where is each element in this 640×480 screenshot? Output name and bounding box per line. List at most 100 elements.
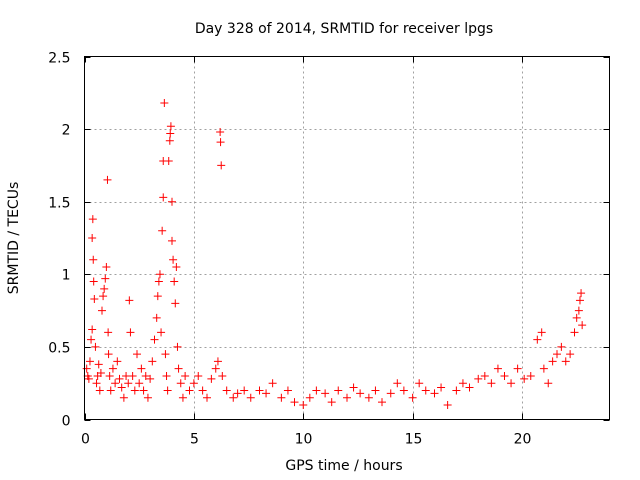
data-point <box>169 255 178 264</box>
data-point <box>170 277 179 286</box>
data-point <box>171 299 180 308</box>
data-point <box>312 386 321 395</box>
data-point <box>218 371 227 380</box>
data-point <box>111 379 120 388</box>
y-tick-label: 1 <box>62 268 71 284</box>
data-point <box>148 357 157 366</box>
data-point <box>168 236 176 245</box>
data-point <box>159 193 168 202</box>
data-point <box>157 328 166 337</box>
data-point <box>88 234 97 242</box>
data-point <box>537 328 546 337</box>
data-point <box>153 292 162 301</box>
data-point <box>105 371 114 380</box>
data-point <box>172 263 181 272</box>
x-tick-labels: 0 5 10 15 20 <box>81 432 531 448</box>
data-point <box>548 357 557 366</box>
data-point <box>130 386 139 395</box>
data-point <box>229 393 238 402</box>
data-point <box>146 374 155 383</box>
data-point <box>566 350 575 359</box>
data-point <box>89 277 98 286</box>
x-tick-label: 15 <box>405 432 423 448</box>
data-point <box>577 289 586 298</box>
data-point <box>533 335 542 344</box>
data-point <box>356 389 365 398</box>
data-point <box>574 306 583 315</box>
data-point <box>211 364 220 373</box>
data-point <box>458 379 467 388</box>
data-point <box>166 129 175 138</box>
data-point <box>520 374 529 383</box>
data-point <box>283 386 292 395</box>
data-point <box>181 371 190 380</box>
data-point <box>108 364 117 373</box>
x-tick-label: 0 <box>81 432 90 448</box>
y-tick-label: 2.5 <box>48 51 70 67</box>
data-point <box>104 328 113 337</box>
data-point <box>255 386 264 395</box>
data-point <box>572 313 581 322</box>
data-point <box>119 393 128 402</box>
data-point <box>137 364 146 373</box>
data-point <box>526 371 535 380</box>
data-point <box>185 386 194 395</box>
data-point <box>277 393 286 402</box>
data-point <box>557 342 566 351</box>
data-point <box>262 389 271 398</box>
data-point <box>133 350 141 359</box>
y-tick-labels: 0 0.5 1 1.5 2 2.5 <box>48 51 70 430</box>
data-point <box>113 357 122 366</box>
grid <box>84 56 610 420</box>
data-point <box>487 379 496 388</box>
data-point <box>96 369 105 378</box>
y-tick-label: 0.5 <box>48 341 70 357</box>
data-point <box>150 335 159 344</box>
y-axis-label: SRMTID / TECUs <box>6 182 22 295</box>
data-point <box>178 393 187 402</box>
data-point <box>152 313 161 322</box>
data-point <box>198 386 207 395</box>
data-point <box>217 161 226 170</box>
data-point <box>94 360 103 369</box>
data-point <box>222 386 231 395</box>
x-tick-label: 10 <box>295 432 313 448</box>
x-tick-label: 20 <box>514 432 532 448</box>
data-point <box>500 371 509 380</box>
data-point <box>103 175 112 184</box>
data-point <box>90 294 99 303</box>
data-point <box>327 398 336 407</box>
data-point <box>91 342 100 351</box>
data-point <box>378 398 386 407</box>
plot-frame <box>84 56 610 420</box>
data-point <box>240 386 249 395</box>
data-point <box>124 379 133 388</box>
data-point <box>408 393 417 402</box>
data-point <box>155 270 164 279</box>
data-point <box>141 371 150 380</box>
y-tick-label: 1.5 <box>48 196 70 212</box>
data-point <box>194 371 203 380</box>
data-point <box>575 296 584 305</box>
data-point <box>106 386 115 395</box>
data-point <box>174 364 183 373</box>
data-point <box>126 328 135 337</box>
data-point <box>386 389 395 398</box>
data-point <box>371 386 380 395</box>
data-point <box>539 364 548 373</box>
data-point <box>139 386 148 395</box>
x-tick-label: 5 <box>190 432 199 448</box>
data-point <box>165 136 174 145</box>
data-point <box>102 263 111 272</box>
data-point <box>162 371 171 380</box>
data-point <box>99 292 108 301</box>
data-point <box>246 393 255 402</box>
data-point <box>513 364 522 373</box>
data-point <box>100 284 109 293</box>
data-point <box>561 357 570 366</box>
data-point <box>216 128 225 137</box>
data-point <box>343 393 351 402</box>
x-axis-label: GPS time / hours <box>285 458 402 474</box>
data-point <box>135 379 144 388</box>
